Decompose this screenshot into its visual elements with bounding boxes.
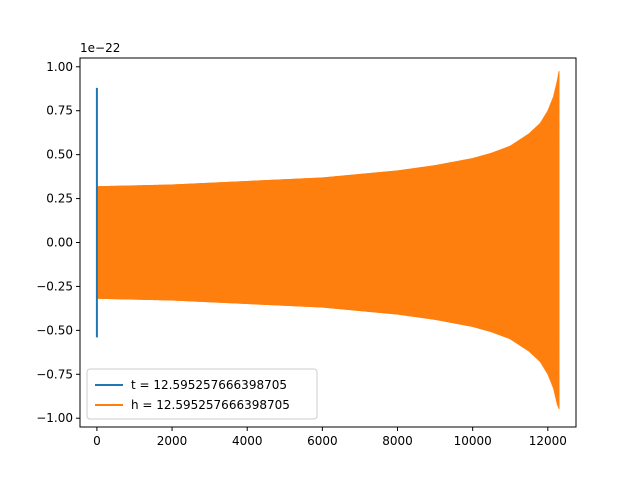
y-tick-label: −0.75 [36, 367, 73, 381]
legend-label: t = 12.595257666398705 [131, 378, 287, 392]
plot-area [95, 70, 560, 410]
legend-box [86, 368, 318, 420]
x-tick-label: 8000 [382, 434, 413, 448]
y-tick-label: 0.75 [46, 104, 73, 118]
y-tick-label: −1.00 [36, 411, 73, 425]
series-h-fill [96, 70, 560, 410]
axes-layer: 0 2000 4000 6000 8000 10000 12000 −1.00 −0.75 −0.… [36, 57, 577, 448]
y-tick-label: 0.50 [46, 148, 73, 162]
x-tick-label: 2000 [157, 434, 188, 448]
y-offset-text: 1e−22 [80, 41, 120, 55]
y-tick-label: −0.25 [36, 279, 73, 293]
series-group [95, 70, 560, 410]
x-tick-label: 0 [93, 434, 101, 448]
x-tick-label: 4000 [232, 434, 263, 448]
y-tick-label: −0.50 [36, 323, 73, 337]
x-tick-label: 10000 [454, 434, 492, 448]
x-tick-label: 12000 [529, 434, 567, 448]
legend-label: h = 12.595257666398705 [131, 398, 290, 412]
y-tick-label: 1.00 [46, 60, 73, 74]
x-tick-label: 6000 [307, 434, 338, 448]
legend: t = 12.595257666398705 h = 12.59525766639… [86, 368, 318, 420]
y-tick-label: 0.25 [46, 192, 73, 206]
y-tick-label: 0.00 [46, 236, 73, 250]
